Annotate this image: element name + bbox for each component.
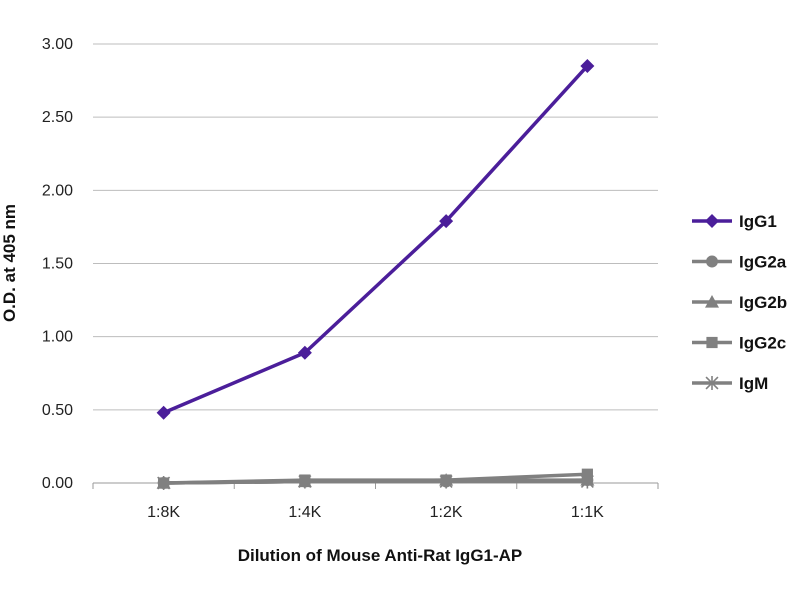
- data-point: [581, 468, 593, 480]
- legend: IgG1 IgG2a IgG2b IgG2c IgM: [692, 212, 787, 393]
- data-point: [439, 474, 453, 489]
- legend-item: IgG1: [692, 212, 777, 231]
- legend-label: IgG1: [739, 212, 777, 231]
- legend-label: IgM: [739, 374, 768, 393]
- x-tick-label: 1:2K: [430, 504, 463, 521]
- data-point: [580, 58, 595, 73]
- data-point: [157, 476, 171, 490]
- legend-item: IgG2c: [692, 334, 786, 353]
- series-line: [163, 479, 588, 485]
- legend-marker: [705, 214, 719, 228]
- series: [156, 58, 595, 490]
- legend-marker: [706, 336, 718, 349]
- y-axis-title: O.D. at 405 nm: [0, 204, 19, 322]
- legend-item: IgG2a: [692, 253, 787, 272]
- legend-item: IgG2b: [692, 293, 787, 312]
- legend-label: IgG2c: [739, 334, 786, 353]
- series-igg1: [156, 58, 595, 420]
- y-tick-label: 1.50: [42, 256, 73, 273]
- legend-item: IgM: [692, 374, 768, 393]
- x-tick-label: 1:1K: [571, 504, 604, 521]
- data-point: [156, 405, 171, 420]
- legend-label: IgG2b: [739, 293, 787, 312]
- legend-label: IgG2a: [739, 253, 787, 272]
- x-tick-label: 1:8K: [147, 504, 180, 521]
- legend-marker: [706, 255, 718, 268]
- legend-marker: [705, 295, 719, 308]
- y-tick-label: 0.00: [42, 475, 73, 492]
- x-axis-title: Dilution of Mouse Anti-Rat IgG1-AP: [238, 546, 523, 565]
- grid: [93, 43, 658, 484]
- y-tick-label: 3.00: [42, 36, 73, 53]
- legend-marker: [705, 376, 719, 390]
- y-tick-label: 0.50: [42, 402, 73, 419]
- data-point: [297, 345, 312, 360]
- y-tick-label: 2.00: [42, 182, 73, 199]
- y-tick-label: 1.00: [42, 329, 73, 346]
- series-igm: [157, 474, 594, 490]
- data-point: [298, 474, 312, 489]
- y-tick-label: 2.50: [42, 109, 73, 126]
- x-tick-label: 1:4K: [288, 504, 321, 521]
- data-point: [439, 214, 454, 229]
- axes: 3.00 2.50 2.00 1.50 1.00 0.50 0.00 1:8K 1:4K 1:2K…: [42, 36, 659, 521]
- series-line: [162, 64, 589, 415]
- data-point: [580, 474, 594, 489]
